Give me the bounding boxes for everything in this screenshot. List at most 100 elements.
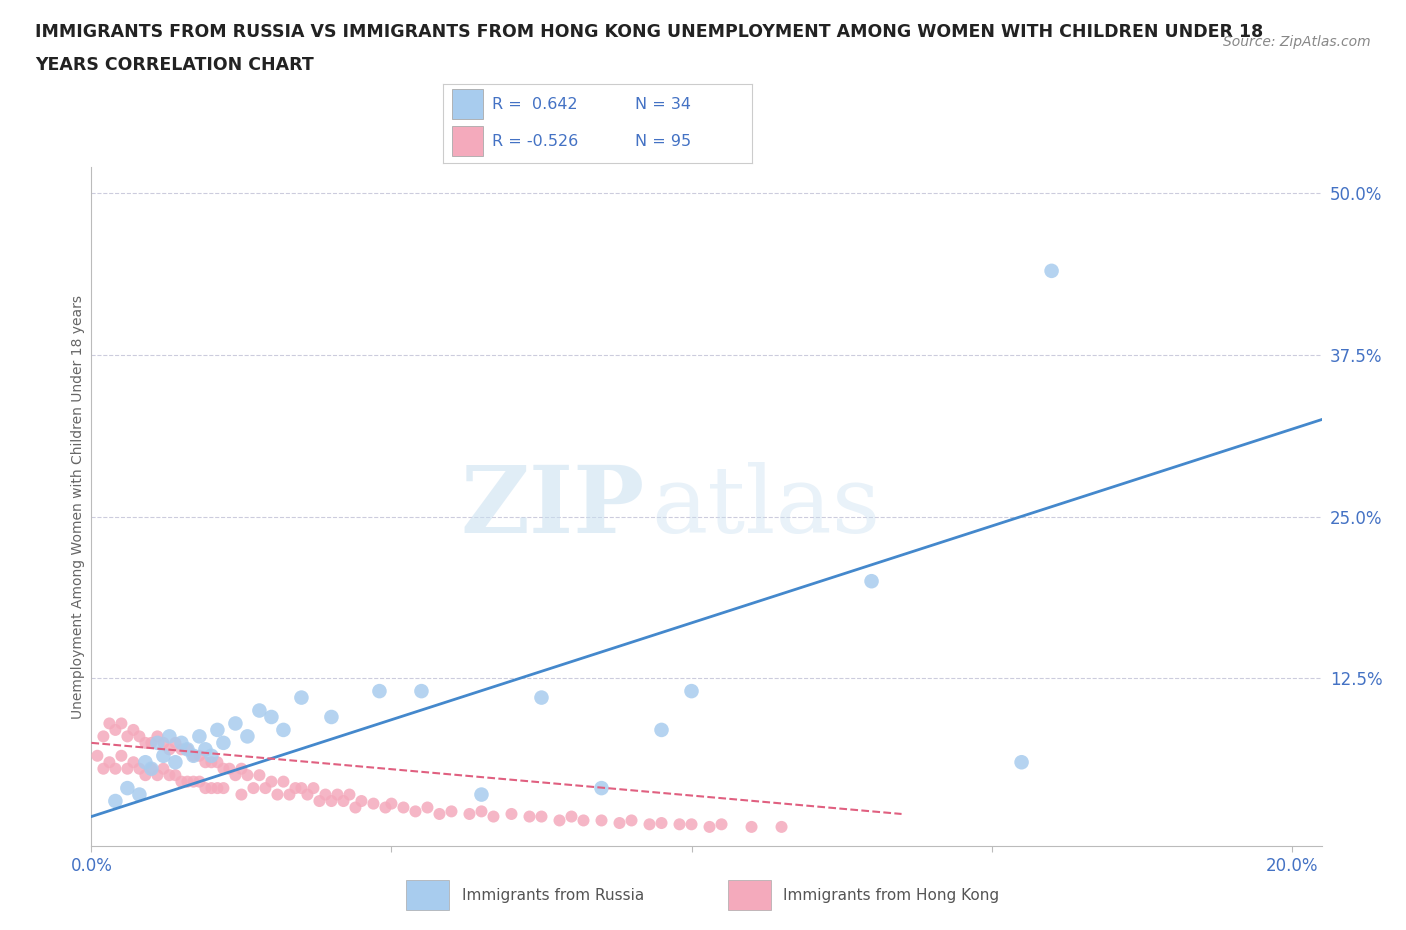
Point bbox=[212, 780, 235, 795]
Point bbox=[650, 723, 672, 737]
Text: ZIP: ZIP bbox=[461, 462, 645, 551]
Point bbox=[668, 817, 690, 831]
Point bbox=[314, 787, 336, 802]
Text: Immigrants from Russia: Immigrants from Russia bbox=[461, 887, 644, 903]
Point bbox=[368, 684, 391, 698]
Text: IMMIGRANTS FROM RUSSIA VS IMMIGRANTS FROM HONG KONG UNEMPLOYMENT AMONG WOMEN WIT: IMMIGRANTS FROM RUSSIA VS IMMIGRANTS FRO… bbox=[35, 23, 1264, 41]
Point bbox=[699, 819, 721, 834]
Point bbox=[183, 774, 205, 789]
Point bbox=[530, 809, 553, 824]
Point bbox=[440, 804, 463, 818]
Point bbox=[344, 800, 367, 815]
Point bbox=[278, 787, 301, 802]
Y-axis label: Unemployment Among Women with Children Under 18 years: Unemployment Among Women with Children U… bbox=[72, 295, 86, 719]
Point bbox=[332, 793, 354, 808]
Point bbox=[249, 703, 271, 718]
Point bbox=[231, 787, 253, 802]
Point bbox=[260, 774, 283, 789]
Point bbox=[188, 749, 211, 764]
Point bbox=[93, 729, 115, 744]
Point bbox=[122, 723, 145, 737]
Point bbox=[128, 729, 150, 744]
Text: N = 34: N = 34 bbox=[634, 97, 690, 112]
Point bbox=[200, 755, 222, 770]
Point bbox=[165, 736, 187, 751]
Point bbox=[98, 755, 121, 770]
Point bbox=[326, 787, 349, 802]
Point bbox=[93, 762, 115, 777]
Point bbox=[710, 817, 733, 831]
Point bbox=[98, 716, 121, 731]
Point bbox=[104, 762, 127, 777]
Point bbox=[470, 787, 492, 802]
Point bbox=[117, 762, 139, 777]
Point bbox=[212, 736, 235, 751]
Point bbox=[350, 793, 373, 808]
Point bbox=[284, 780, 307, 795]
Point bbox=[273, 723, 295, 737]
Text: YEARS CORRELATION CHART: YEARS CORRELATION CHART bbox=[35, 56, 314, 73]
Point bbox=[638, 817, 661, 831]
Text: Source: ZipAtlas.com: Source: ZipAtlas.com bbox=[1223, 35, 1371, 49]
Point bbox=[572, 813, 595, 828]
Point bbox=[260, 710, 283, 724]
Point bbox=[650, 816, 672, 830]
Point bbox=[134, 755, 156, 770]
Point bbox=[591, 813, 613, 828]
Point bbox=[501, 806, 523, 821]
Point bbox=[207, 780, 229, 795]
Point bbox=[249, 768, 271, 783]
Point bbox=[212, 762, 235, 777]
Point bbox=[519, 809, 541, 824]
Point bbox=[411, 684, 433, 698]
Bar bbox=[728, 880, 770, 910]
Point bbox=[110, 716, 132, 731]
Point bbox=[458, 806, 481, 821]
Point bbox=[141, 762, 163, 777]
Point bbox=[207, 755, 229, 770]
Point bbox=[470, 804, 492, 818]
Point bbox=[183, 749, 205, 764]
Point bbox=[1011, 755, 1033, 770]
Point bbox=[482, 809, 505, 824]
Point bbox=[609, 816, 631, 830]
Point bbox=[152, 762, 174, 777]
Point bbox=[860, 574, 883, 589]
Point bbox=[183, 749, 205, 764]
Point bbox=[176, 774, 198, 789]
Point bbox=[266, 787, 288, 802]
Text: R =  0.642: R = 0.642 bbox=[492, 97, 578, 112]
Point bbox=[122, 755, 145, 770]
Point bbox=[165, 755, 187, 770]
Point bbox=[308, 793, 330, 808]
Point bbox=[530, 690, 553, 705]
Point bbox=[681, 817, 703, 831]
Point bbox=[146, 729, 169, 744]
Point bbox=[380, 796, 402, 811]
Point bbox=[321, 710, 343, 724]
Point bbox=[194, 755, 217, 770]
Point bbox=[128, 787, 150, 802]
Point bbox=[404, 804, 426, 818]
Point bbox=[218, 762, 240, 777]
Point bbox=[157, 729, 180, 744]
Point bbox=[194, 780, 217, 795]
Point bbox=[188, 729, 211, 744]
Point bbox=[146, 768, 169, 783]
Point bbox=[429, 806, 451, 821]
Point bbox=[176, 742, 198, 757]
Point bbox=[236, 729, 259, 744]
Point bbox=[157, 768, 180, 783]
Point bbox=[141, 736, 163, 751]
Point bbox=[392, 800, 415, 815]
Point bbox=[146, 736, 169, 751]
Point bbox=[104, 723, 127, 737]
Point bbox=[339, 787, 361, 802]
Point bbox=[170, 736, 193, 751]
Point bbox=[548, 813, 571, 828]
Bar bbox=[406, 880, 450, 910]
Point bbox=[273, 774, 295, 789]
Point bbox=[141, 762, 163, 777]
Point bbox=[591, 780, 613, 795]
Point bbox=[1040, 263, 1063, 278]
